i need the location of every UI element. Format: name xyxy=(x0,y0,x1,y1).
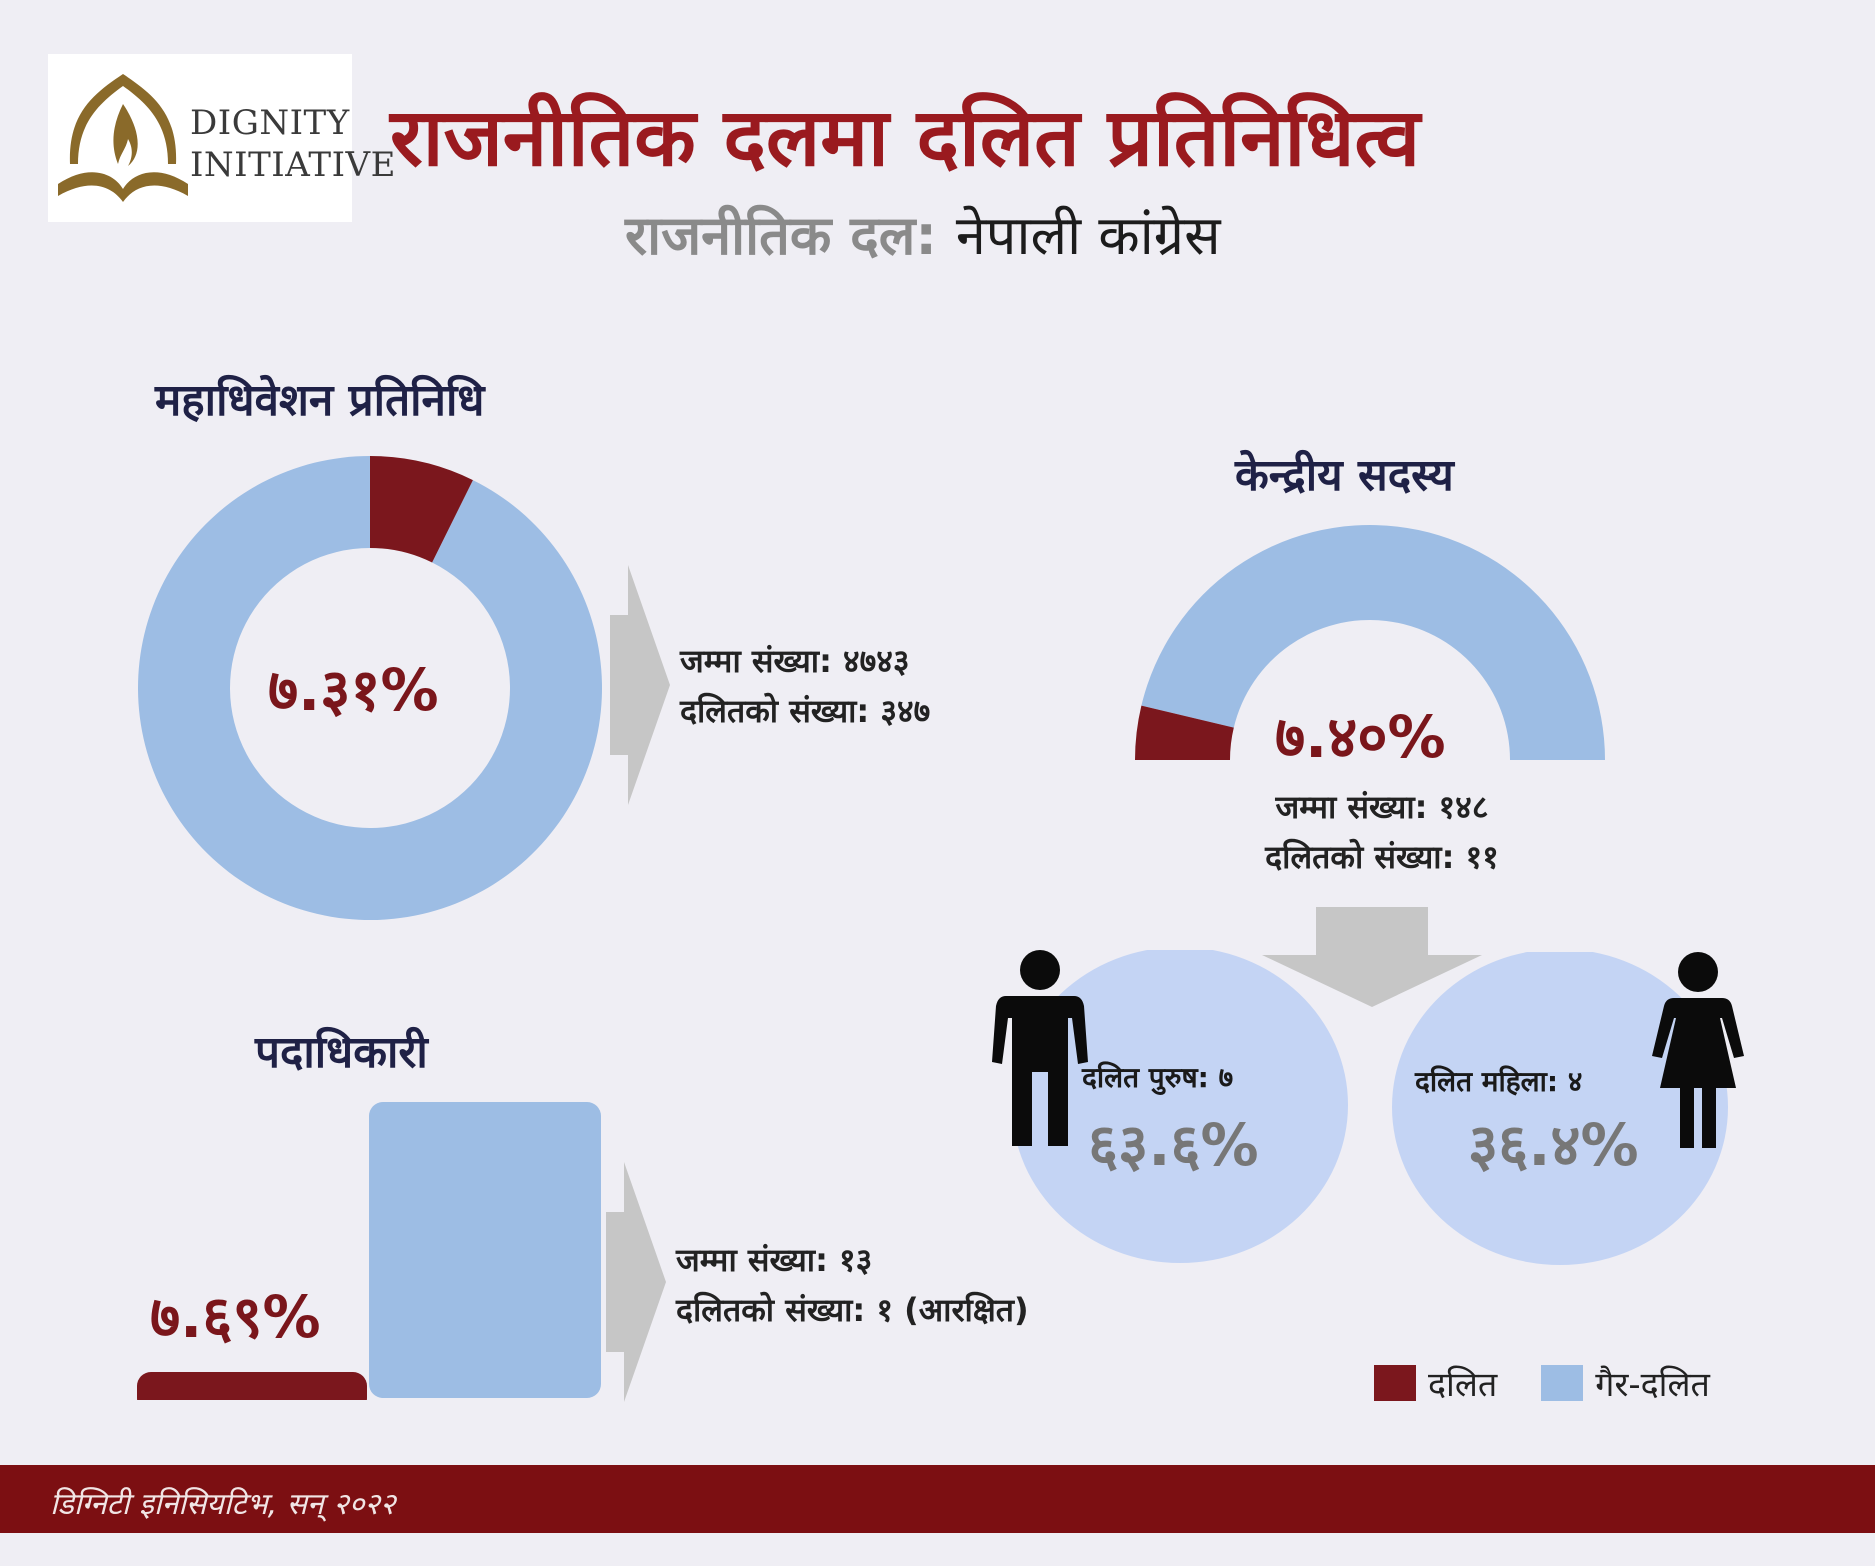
legend-item-dalit: दलित xyxy=(1374,1360,1497,1406)
legend-label-dalit: दलित xyxy=(1428,1365,1498,1405)
convention-dalit-slice xyxy=(370,456,473,563)
officials-arrow-icon xyxy=(606,1162,666,1402)
central-dalit-count: दलितको संख्या: ११ xyxy=(1265,838,1499,876)
female-percent: ३६.४% xyxy=(1468,1111,1639,1179)
logo-line2: INITIATIVE xyxy=(190,145,396,185)
officials-dalit-bar xyxy=(137,1372,367,1400)
male-circle xyxy=(1012,950,1348,1263)
male-person-icon xyxy=(992,950,1088,1146)
convention-total: जम्मा संख्या: ४७४३ xyxy=(680,642,910,680)
central-dalit-segment xyxy=(1135,705,1234,760)
officials-bar-chart xyxy=(137,1102,601,1400)
legend-item-non-dalit: गैर-दलित xyxy=(1541,1360,1710,1406)
central-info: जम्मा संख्या: १४८ दलितको संख्या: ११ xyxy=(1222,782,1542,882)
logo-line1: DIGNITY xyxy=(190,103,350,143)
convention-title: महाधिवेशन प्रतिनिधि xyxy=(155,375,485,426)
footer-text: डिग्निटी इनिसियटिभ, सन् २०२२ xyxy=(50,1487,396,1522)
legend-label-non-dalit: गैर-दलित xyxy=(1595,1365,1710,1405)
female-circle xyxy=(1392,952,1728,1265)
male-percent: ६३.६% xyxy=(1088,1111,1259,1179)
officials-dalit-count: दलितको संख्या: १ (आरक्षित) xyxy=(676,1291,1029,1329)
convention-info: जम्मा संख्या: ४७४३ दलितको संख्या: ३४७ xyxy=(680,636,930,736)
central-title: केन्द्रीय सदस्य xyxy=(1235,450,1454,501)
logo-text: DIGNITY INITIATIVE xyxy=(190,102,396,186)
legend: दलित गैर-दलित xyxy=(1374,1360,1754,1406)
convention-donut-chart xyxy=(137,456,602,920)
legend-swatch-dalit xyxy=(1374,1365,1416,1401)
central-total: जम्मा संख्या: १४८ xyxy=(1275,788,1489,826)
officials-percent: ७.६९% xyxy=(150,1283,321,1351)
subtitle-label: राजनीतिक दल: xyxy=(625,204,938,267)
convention-arrow-icon xyxy=(610,565,670,805)
officials-title: पदाधिकारी xyxy=(255,1027,428,1078)
officials-info: जम्मा संख्या: १३ दलितको संख्या: १ (आरक्ष… xyxy=(676,1235,1029,1335)
officials-nondalit-bar xyxy=(369,1102,601,1398)
central-percent: ७.४०% xyxy=(1275,703,1446,771)
page-title: राजनीतिक दलमा दलित प्रतिनिधित्व xyxy=(390,91,1421,184)
convention-dalit-count: दलितको संख्या: ३४७ xyxy=(680,692,931,730)
convention-percent: ७.३१% xyxy=(268,656,439,724)
logo-emblem xyxy=(58,74,188,202)
footer-bar xyxy=(0,1465,1875,1533)
female-person-icon xyxy=(1652,952,1744,1148)
page-subtitle: राजनीतिक दल: नेपाली कांग्रेस xyxy=(625,196,1221,270)
male-label: दलित पुरुष: ७ xyxy=(1082,1061,1234,1094)
officials-total: जम्मा संख्या: १३ xyxy=(676,1241,873,1279)
down-arrow-icon xyxy=(1262,907,1482,1007)
female-label: दलित महिला: ४ xyxy=(1415,1065,1583,1098)
central-nondalit-segment xyxy=(1141,525,1605,760)
convention-nondalit-slice xyxy=(137,456,602,920)
logo: DIGNITY INITIATIVE xyxy=(48,54,395,222)
legend-swatch-non-dalit xyxy=(1541,1365,1584,1401)
central-half-donut-chart xyxy=(1135,525,1605,760)
subtitle-value: नेपाली कांग्रेस xyxy=(955,204,1221,267)
